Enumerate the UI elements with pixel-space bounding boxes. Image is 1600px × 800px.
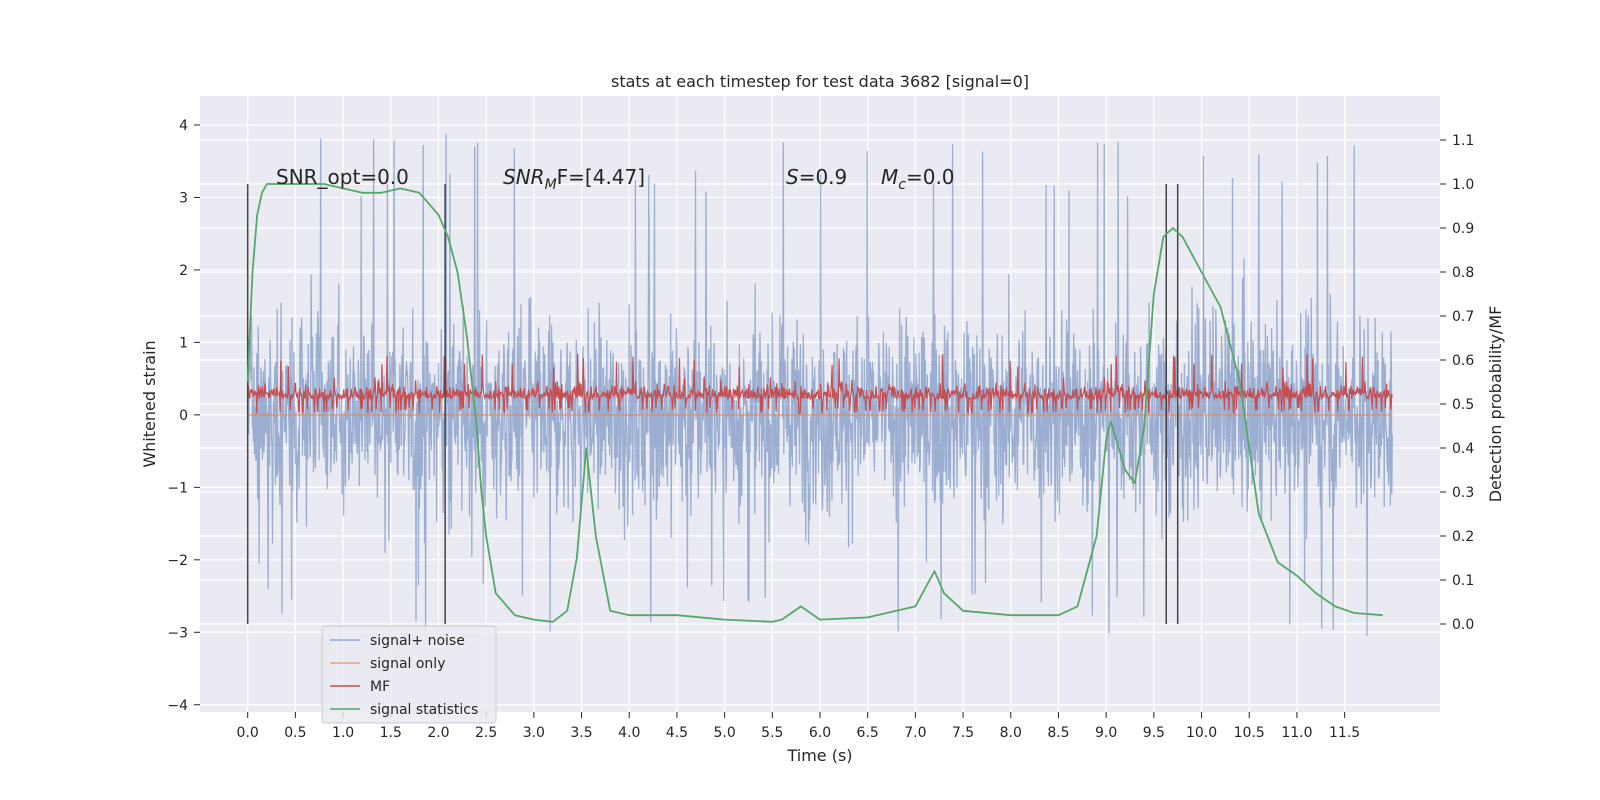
y-tick-label-right: 0.9 xyxy=(1452,221,1474,237)
y-tick-label-left: −3 xyxy=(167,625,188,641)
x-tick-label: 7.0 xyxy=(904,725,926,741)
x-tick-label: 9.5 xyxy=(1143,725,1165,741)
left-y-axis-ticks: 4 3 2 1 0 −1 −2 −3 −4 xyxy=(167,118,200,714)
mc-subscript: c xyxy=(898,177,906,193)
y-tick-label-right: 0.0 xyxy=(1452,617,1474,633)
snr-mf-rest: F=[4.47] xyxy=(557,165,645,189)
x-tick-label: 3.5 xyxy=(570,725,592,741)
x-tick-label: 5.0 xyxy=(713,725,735,741)
x-tick-label: 2.5 xyxy=(475,725,497,741)
legend: signal+ noise signal only MF signal stat… xyxy=(321,625,497,724)
y-tick-label-left: −2 xyxy=(167,553,188,569)
x-tick-label: 11.5 xyxy=(1329,725,1360,741)
annotation-s: S=0.9 xyxy=(786,165,847,189)
s-value: =0.9 xyxy=(799,165,848,189)
s-variable: S xyxy=(786,165,799,189)
y-tick-label-left: 4 xyxy=(179,118,188,134)
snr-mf-subscript: M xyxy=(545,177,557,193)
annotation-snr-opt: SNR_opt=0.0 xyxy=(276,165,409,189)
legend-label-signal-statistics: signal statistics xyxy=(370,702,478,718)
y-tick-label-right: 1.0 xyxy=(1452,177,1474,193)
x-tick-label: 5.5 xyxy=(761,725,783,741)
y-tick-label-right: 0.7 xyxy=(1452,309,1474,325)
y-tick-label-right: 0.4 xyxy=(1452,441,1474,457)
mf-series xyxy=(247,353,1393,416)
legend-box xyxy=(321,625,497,724)
y-tick-label-right: 0.6 xyxy=(1452,353,1474,369)
x-tick-label: 10.5 xyxy=(1234,725,1265,741)
y-tick-label-left: −4 xyxy=(167,698,188,714)
vertical-markers xyxy=(246,184,1179,624)
y-tick-label-left: 0 xyxy=(179,408,188,424)
y-tick-label-right: 0.3 xyxy=(1452,485,1474,501)
x-tick-label: 1.5 xyxy=(380,725,402,741)
x-tick-label: 6.0 xyxy=(809,725,831,741)
y-axis-label-left: Whitened strain xyxy=(140,340,159,467)
x-axis-label: Time (s) xyxy=(786,746,852,765)
y-axis-label-right: Detection probability/MF xyxy=(1486,306,1505,503)
x-tick-label: 0.5 xyxy=(284,725,306,741)
x-tick-label: 8.0 xyxy=(1000,725,1022,741)
signal-statistics-line xyxy=(246,183,1383,623)
x-tick-label: 2.0 xyxy=(427,725,449,741)
legend-label-mf: MF xyxy=(370,679,390,695)
x-tick-label: 3.0 xyxy=(523,725,545,741)
x-tick-label: 6.5 xyxy=(857,725,879,741)
y-tick-label-left: 1 xyxy=(179,335,188,351)
annotation-snr-mf: SNRMF=[4.47] xyxy=(503,165,645,193)
legend-label-signal-only: signal only xyxy=(370,656,445,672)
annotation-mc: Mc=0.0 xyxy=(881,165,955,193)
y-tick-label-right: 1.1 xyxy=(1452,133,1474,149)
x-axis-ticks: 0.0 0.5 1.0 1.5 2.0 2.5 3.0 3.5 4.0 4.5 5.0 5.5 6.0 6… xyxy=(237,712,1360,741)
x-tick-label: 4.0 xyxy=(618,725,640,741)
y-tick-label-left: −1 xyxy=(167,480,188,496)
signal-noise-line xyxy=(247,134,1393,636)
x-tick-label: 8.5 xyxy=(1047,725,1069,741)
mc-variable: M xyxy=(881,165,898,189)
x-tick-label: 0.0 xyxy=(237,725,259,741)
x-tick-label: 7.5 xyxy=(952,725,974,741)
y-tick-label-right: 0.5 xyxy=(1452,397,1474,413)
mf-line xyxy=(247,353,1393,416)
right-y-axis-ticks: 1.1 1.0 0.9 0.8 0.7 0.6 0.5 0.4 0.3 0.2 0.1 0.0 xyxy=(1440,133,1474,633)
signal-statistics-series xyxy=(246,183,1383,623)
x-tick-label: 4.5 xyxy=(666,725,688,741)
mc-value: =0.0 xyxy=(906,165,955,189)
signal-noise-series xyxy=(247,134,1393,636)
x-tick-label: 9.0 xyxy=(1095,725,1117,741)
snr-mf-main: SNR xyxy=(503,165,545,189)
y-tick-label-right: 0.8 xyxy=(1452,265,1474,281)
y-tick-label-right: 0.1 xyxy=(1452,573,1474,589)
y-tick-label-left: 2 xyxy=(179,263,188,279)
x-tick-label: 10.0 xyxy=(1186,725,1217,741)
y-tick-label-right: 0.2 xyxy=(1452,529,1474,545)
x-tick-label: 11.0 xyxy=(1281,725,1312,741)
chart-title: stats at each timestep for test data 368… xyxy=(611,72,1029,91)
y-tick-label-left: 3 xyxy=(179,190,188,206)
x-tick-label: 1.0 xyxy=(332,725,354,741)
legend-label-signal-noise: signal+ noise xyxy=(370,633,465,649)
